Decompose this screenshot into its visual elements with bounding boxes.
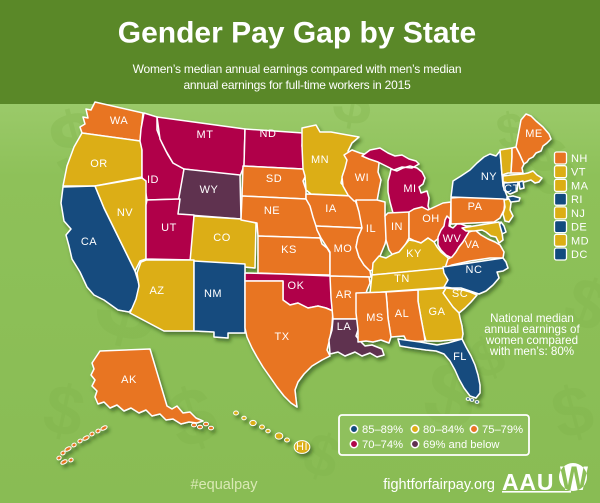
svg-text:OK: OK	[288, 280, 305, 292]
svg-text:women compared: women compared	[485, 334, 578, 347]
svg-text:OH: OH	[422, 213, 440, 225]
svg-text:WA: WA	[110, 115, 128, 127]
svg-text:SC: SC	[452, 288, 468, 300]
svg-text:RI: RI	[571, 194, 583, 206]
svg-text:SD: SD	[266, 173, 282, 185]
svg-text:National median: National median	[490, 312, 574, 325]
svg-text:KY: KY	[406, 248, 422, 260]
svg-text:#equalpay: #equalpay	[191, 477, 259, 493]
svg-text:MD: MD	[571, 235, 589, 247]
svg-text:IL: IL	[366, 223, 376, 235]
svg-text:MT: MT	[197, 129, 214, 141]
svg-text:85–89%: 85–89%	[362, 424, 403, 436]
svg-text:TN: TN	[394, 273, 410, 285]
svg-text:AAU: AAU	[502, 469, 554, 495]
svg-text:with men’s: 80%: with men’s: 80%	[489, 345, 574, 358]
svg-text:MS: MS	[366, 312, 384, 324]
svg-text:AR: AR	[336, 289, 352, 301]
svg-text:W: W	[560, 460, 589, 498]
svg-text:CA: CA	[81, 236, 97, 248]
svg-text:NY: NY	[481, 171, 497, 183]
svg-text:HI: HI	[296, 441, 308, 453]
svg-text:CO: CO	[213, 232, 231, 244]
svg-text:WV: WV	[443, 233, 462, 245]
svg-text:DC: DC	[571, 249, 588, 261]
svg-text:TX: TX	[274, 331, 289, 343]
svg-text:GA: GA	[429, 306, 446, 318]
svg-text:VT: VT	[571, 167, 586, 179]
svg-text:WY: WY	[200, 184, 219, 196]
svg-text:UT: UT	[161, 222, 177, 234]
svg-text:Women’s median annual earnings: Women’s median annual earnings compared …	[133, 62, 462, 76]
svg-text:AL: AL	[395, 308, 409, 320]
svg-text:ND: ND	[260, 128, 277, 140]
svg-text:NV: NV	[117, 207, 133, 219]
svg-text:AZ: AZ	[149, 285, 164, 297]
svg-text:MA: MA	[571, 180, 589, 192]
svg-text:NJ: NJ	[571, 208, 585, 220]
svg-text:75–79%: 75–79%	[482, 424, 523, 436]
svg-text:DE: DE	[571, 222, 587, 234]
svg-text:annual earnings of: annual earnings of	[484, 323, 580, 336]
svg-text:NH: NH	[571, 153, 588, 165]
svg-text:PA: PA	[468, 201, 483, 213]
svg-text:80–84%: 80–84%	[423, 424, 464, 436]
svg-text:69% and below: 69% and below	[423, 439, 500, 451]
svg-text:MN: MN	[311, 154, 329, 166]
svg-text:OR: OR	[90, 158, 108, 170]
svg-text:AK: AK	[121, 374, 137, 386]
svg-text:IN: IN	[391, 221, 403, 233]
svg-text:VA: VA	[465, 239, 480, 251]
svg-text:MO: MO	[334, 243, 353, 255]
svg-text:LA: LA	[337, 321, 352, 333]
svg-text:ID: ID	[147, 174, 159, 186]
svg-text:MI: MI	[403, 183, 416, 195]
svg-text:fightforfairpay.org: fightforfairpay.org	[383, 477, 495, 493]
svg-text:WI: WI	[355, 172, 369, 184]
svg-text:ME: ME	[525, 128, 543, 140]
svg-text:NM: NM	[204, 288, 222, 300]
svg-text:Gender Pay Gap by State: Gender Pay Gap by State	[118, 17, 476, 50]
svg-text:CT: CT	[504, 183, 520, 195]
svg-text:NC: NC	[466, 264, 483, 276]
svg-text:IA: IA	[325, 203, 337, 215]
svg-text:NE: NE	[264, 205, 280, 217]
svg-text:FL: FL	[453, 351, 467, 363]
svg-text:annual earnings for full-time: annual earnings for full-time workers in…	[183, 78, 411, 92]
svg-text:KS: KS	[281, 244, 297, 256]
svg-text:70–74%: 70–74%	[362, 439, 403, 451]
